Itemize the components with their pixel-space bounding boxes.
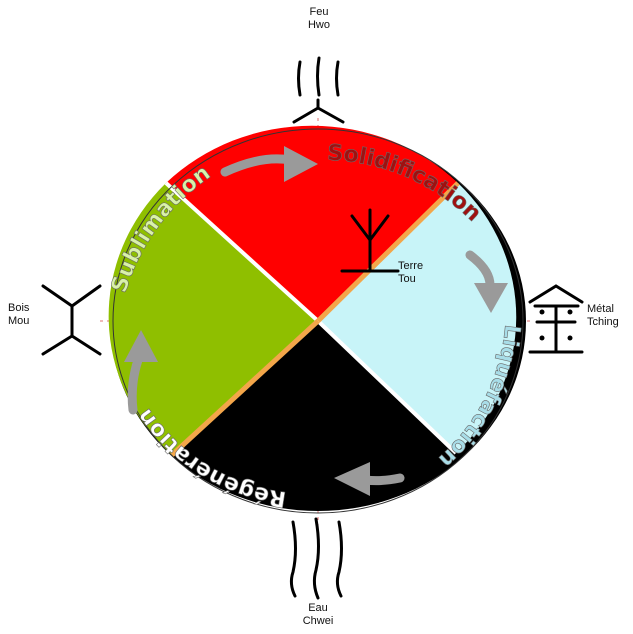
metal-name: Métal	[587, 303, 614, 315]
wood-alt-name: Mou	[8, 315, 30, 327]
water-alt-name: Chwei	[302, 615, 334, 627]
disc-outline	[112, 128, 524, 514]
arrow-liquefaction-to-regeneration	[361, 473, 405, 486]
arrowhead-top	[284, 146, 318, 182]
arrow-regeneration-to-sublimation	[127, 355, 143, 415]
fire-quadrant	[166, 125, 458, 321]
arrowhead-left	[124, 330, 158, 362]
wood-name: Bois	[8, 302, 30, 314]
fire-name: Feu	[309, 6, 329, 18]
water-quadrant	[172, 321, 456, 508]
metal-label: Métal Tching	[587, 303, 619, 329]
cycle-arrows	[124, 146, 508, 496]
earth-alt-name: Tou	[398, 273, 416, 285]
water-lines-icon	[289, 517, 343, 600]
fire-label: Feu Hwo	[298, 6, 340, 32]
wood-label: Bois Mou	[8, 302, 29, 328]
divider-metal-water	[316, 319, 458, 455]
wood-figure-icon	[41, 284, 102, 356]
water-name: Eau	[308, 602, 328, 614]
earth-label: Terre Tou	[398, 260, 423, 286]
water-label: Eau Chwei	[290, 602, 346, 628]
metal-alt-name: Tching	[587, 316, 619, 328]
divider-wood-water	[170, 319, 320, 457]
arrow-solidification-to-liquefaction	[465, 250, 495, 290]
fire-alt-name: Hwo	[307, 19, 330, 31]
divider-fire-wood	[164, 181, 320, 323]
metal-quadrant	[318, 183, 517, 453]
earth-tree-icon	[340, 208, 400, 273]
earth-name: Terre	[398, 260, 424, 272]
divider-fire-metal	[316, 181, 460, 323]
fire-trigram-icon	[292, 56, 345, 124]
wood-quadrant	[108, 183, 319, 455]
arrowhead-right	[474, 283, 508, 313]
metal-character-icon	[528, 284, 584, 354]
arrowhead-bottom	[334, 462, 370, 496]
